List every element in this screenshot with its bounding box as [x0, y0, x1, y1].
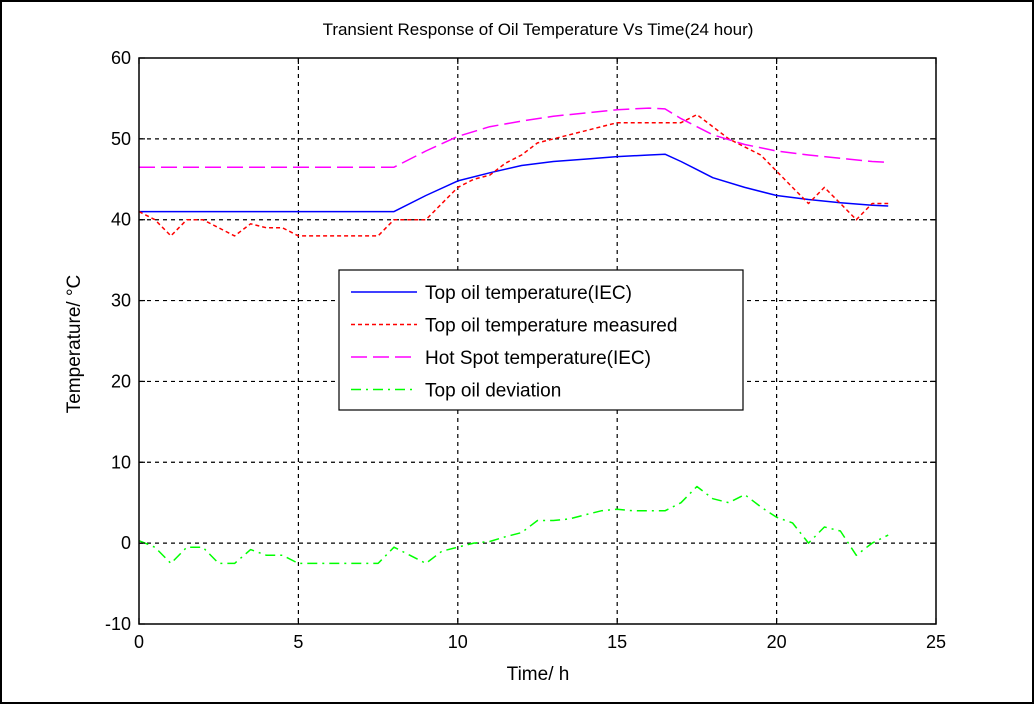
x-tick-label: 10	[448, 632, 468, 652]
chart-title: Transient Response of Oil Temperature Vs…	[323, 20, 754, 39]
y-tick-label: -10	[105, 614, 131, 634]
y-tick-label: 20	[111, 371, 131, 391]
legend-label: Top oil temperature(IEC)	[425, 283, 632, 304]
series-lines	[138, 107, 889, 565]
y-tick-label: 10	[111, 452, 131, 472]
y-tick-label: 30	[111, 291, 131, 311]
y-tick-label: 0	[121, 533, 131, 553]
x-tick-label: 20	[767, 632, 787, 652]
y-tick-label: 40	[111, 210, 131, 230]
legend-label: Top oil deviation	[425, 381, 561, 402]
series-line-3	[139, 107, 889, 168]
x-tick-label: 5	[293, 632, 303, 652]
legend: Top oil temperature(IEC) Top oil temperat…	[338, 269, 744, 411]
x-tick-label: 0	[134, 632, 144, 652]
y-tick-label: 50	[111, 129, 131, 149]
x-axis-label: Time/ h	[507, 664, 570, 685]
series-line-1	[139, 153, 889, 213]
legend-box	[338, 269, 744, 411]
y-axis-label: Temperature/ °C	[64, 275, 85, 414]
series-line-4	[138, 485, 889, 565]
series-line-2	[138, 113, 889, 237]
legend-label: Top oil temperature measured	[425, 316, 677, 337]
y-tick-label: 60	[111, 48, 131, 68]
legend-label: Hot Spot temperature(IEC)	[425, 348, 651, 369]
axes-box	[138, 57, 937, 625]
x-tick-label: 25	[926, 632, 946, 652]
x-tick-label: 15	[607, 632, 627, 652]
